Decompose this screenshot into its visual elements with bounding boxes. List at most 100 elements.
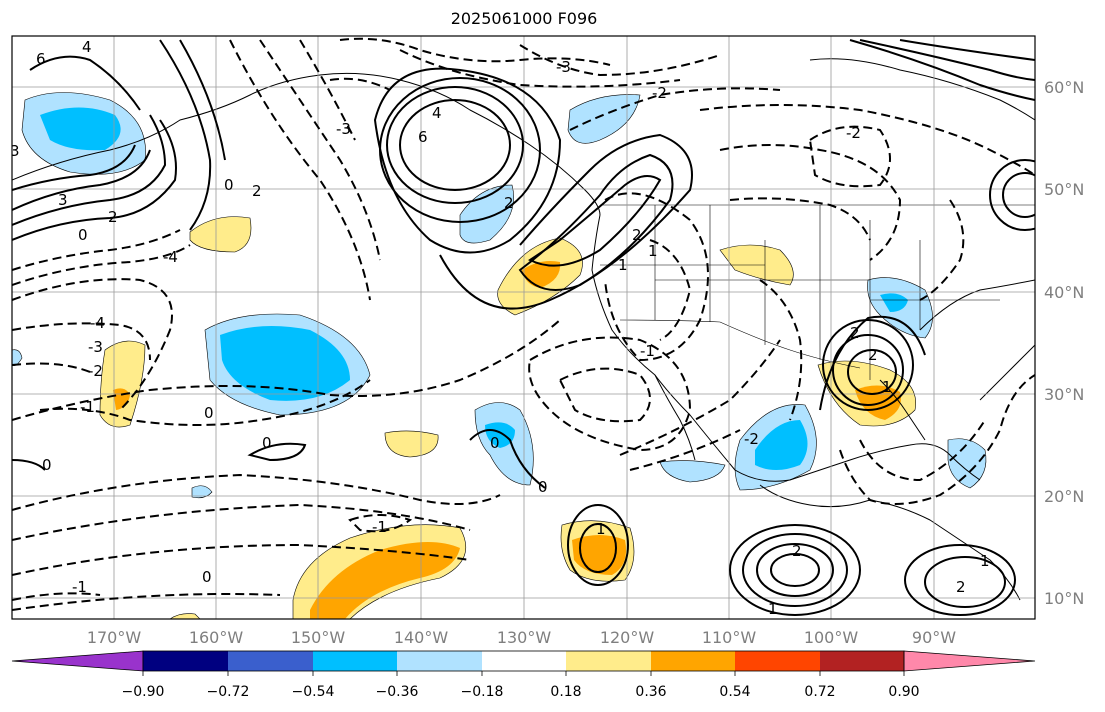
contour-label: 1 <box>618 256 628 274</box>
contour-label: -1 <box>80 398 95 416</box>
political-borders <box>600 204 1035 380</box>
contour-label: -3 <box>336 120 351 138</box>
colorbar-extend-high <box>903 650 1036 672</box>
colorbar-tick-label: −0.36 <box>376 684 419 700</box>
contour-label: 0 <box>538 478 548 496</box>
shade-blue <box>220 326 350 401</box>
lon-label-140w: 140°W <box>394 628 449 647</box>
colorbar-tick-label: 0.72 <box>804 684 835 700</box>
colorbar-tick-label: −0.54 <box>292 684 335 700</box>
contour-label: 0 <box>262 434 272 452</box>
colorbar-tick-label: 0.36 <box>635 684 666 700</box>
contour-label: 1 <box>980 552 990 570</box>
contour-label: -2 <box>88 362 103 380</box>
lon-label-90w: 90°W <box>912 628 956 647</box>
lat-label-60n: 60°N <box>1044 78 1084 97</box>
colorbar-tick-label: 0.18 <box>550 684 581 700</box>
lat-label-10n: 10°N <box>1044 589 1084 608</box>
map-title: 2025061000 F096 <box>450 9 598 28</box>
contour-label: 6 <box>418 128 428 146</box>
colorbar-tick-label: 0.90 <box>888 684 919 700</box>
colorbar-segment <box>397 651 482 671</box>
colorbar-tick-label: −0.18 <box>461 684 504 700</box>
colorbar-tick-label: −0.90 <box>122 684 165 700</box>
contour-label: 3 <box>10 142 20 160</box>
contour-label: 2 <box>252 182 262 200</box>
map-panel: 6 4 3 3 2 0 -4 -3 -2 -1 0 0 0 0 -1 -1 6 … <box>10 36 1035 619</box>
contours-negative <box>12 37 1035 611</box>
shade-blue <box>40 107 121 151</box>
contour-label: 4 <box>82 38 92 56</box>
contour-label: -1 <box>640 342 655 360</box>
contour-label: -3 <box>556 58 571 76</box>
shade-orange <box>310 541 460 619</box>
lon-label-100w: 100°W <box>804 628 859 647</box>
contours-positive <box>12 39 1035 616</box>
contour-label: 0 <box>224 176 234 194</box>
lon-label-130w: 130°W <box>497 628 552 647</box>
colorbar-segment <box>482 651 566 671</box>
lon-label-160w: 160°W <box>189 628 244 647</box>
contour-label: 0 <box>204 404 214 422</box>
contour-label: -3 <box>88 338 103 356</box>
lat-label-40n: 40°N <box>1044 283 1084 302</box>
shade-blue <box>755 420 808 470</box>
contour-labels: 6 4 3 3 2 0 -4 -3 -2 -1 0 0 0 0 -1 -1 6 … <box>10 38 990 618</box>
contour-label: -2 <box>744 430 759 448</box>
lon-label-120w: 120°W <box>600 628 655 647</box>
colorbar: −0.90 −0.72 −0.54 −0.36 −0.18 0.18 0.36 … <box>11 650 1036 700</box>
contour-label: 2 <box>956 578 966 596</box>
shade-light-yellow <box>169 613 201 619</box>
gridlines <box>12 36 1035 619</box>
colorbar-tick-label: −0.72 <box>207 684 250 700</box>
colorbar-segment <box>820 651 904 671</box>
contour-label: -4 <box>163 248 178 266</box>
contour-label: -1 <box>372 518 387 536</box>
contour-label: 1 <box>882 378 892 396</box>
shade-light-yellow <box>189 216 252 253</box>
shade-light-blue <box>459 184 514 244</box>
colorbar-tick-label: 0.54 <box>719 684 750 700</box>
contour-label: 3 <box>58 191 68 209</box>
contour-label: 0 <box>42 456 52 474</box>
contour-label: 6 <box>36 50 46 68</box>
lon-label-110w: 110°W <box>702 628 757 647</box>
lon-label-150w: 150°W <box>291 628 346 647</box>
contour-label: -1 <box>72 578 87 596</box>
contour-label: 2 <box>504 194 514 212</box>
colorbar-segment <box>313 651 397 671</box>
lon-label-170w: 170°W <box>87 628 142 647</box>
contour-label: -2 <box>846 124 861 142</box>
colorbar-extend-low <box>11 650 144 672</box>
contour-label: 2 <box>868 346 878 364</box>
contour-label: 0 <box>490 434 500 452</box>
lat-label-50n: 50°N <box>1044 180 1084 199</box>
contour-label: -4 <box>90 314 105 332</box>
shade-light-blue <box>191 485 213 499</box>
colorbar-segment <box>228 651 313 671</box>
contour-label: 1 <box>596 520 606 538</box>
lon-labels: 170°W 160°W 150°W 140°W 130°W 120°W 110°… <box>87 628 956 647</box>
shade-blue <box>485 422 515 448</box>
contour-label: 1 <box>768 600 778 618</box>
map-frame <box>11 35 1036 620</box>
contour-label: 2 <box>850 324 860 342</box>
shade-light-yellow <box>99 340 146 428</box>
colorbar-segment <box>735 651 820 671</box>
contour-label: 1 <box>648 242 658 260</box>
contour-label: -2 <box>652 84 667 102</box>
shade-light-blue <box>659 460 726 483</box>
shade-blue <box>880 293 908 312</box>
lat-labels: 60°N 50°N 40°N 30°N 20°N 10°N <box>1044 78 1084 608</box>
colorbar-segment <box>566 651 651 671</box>
shade-light-yellow <box>384 430 439 458</box>
contour-label: 2 <box>632 226 642 244</box>
colorbar-segment <box>651 651 735 671</box>
lat-label-30n: 30°N <box>1044 385 1084 404</box>
contour-label: 0 <box>78 226 88 244</box>
colorbar-segment <box>143 651 228 671</box>
contour-label: 2 <box>792 542 802 560</box>
lat-label-20n: 20°N <box>1044 487 1084 506</box>
contour-label: 4 <box>432 104 442 122</box>
